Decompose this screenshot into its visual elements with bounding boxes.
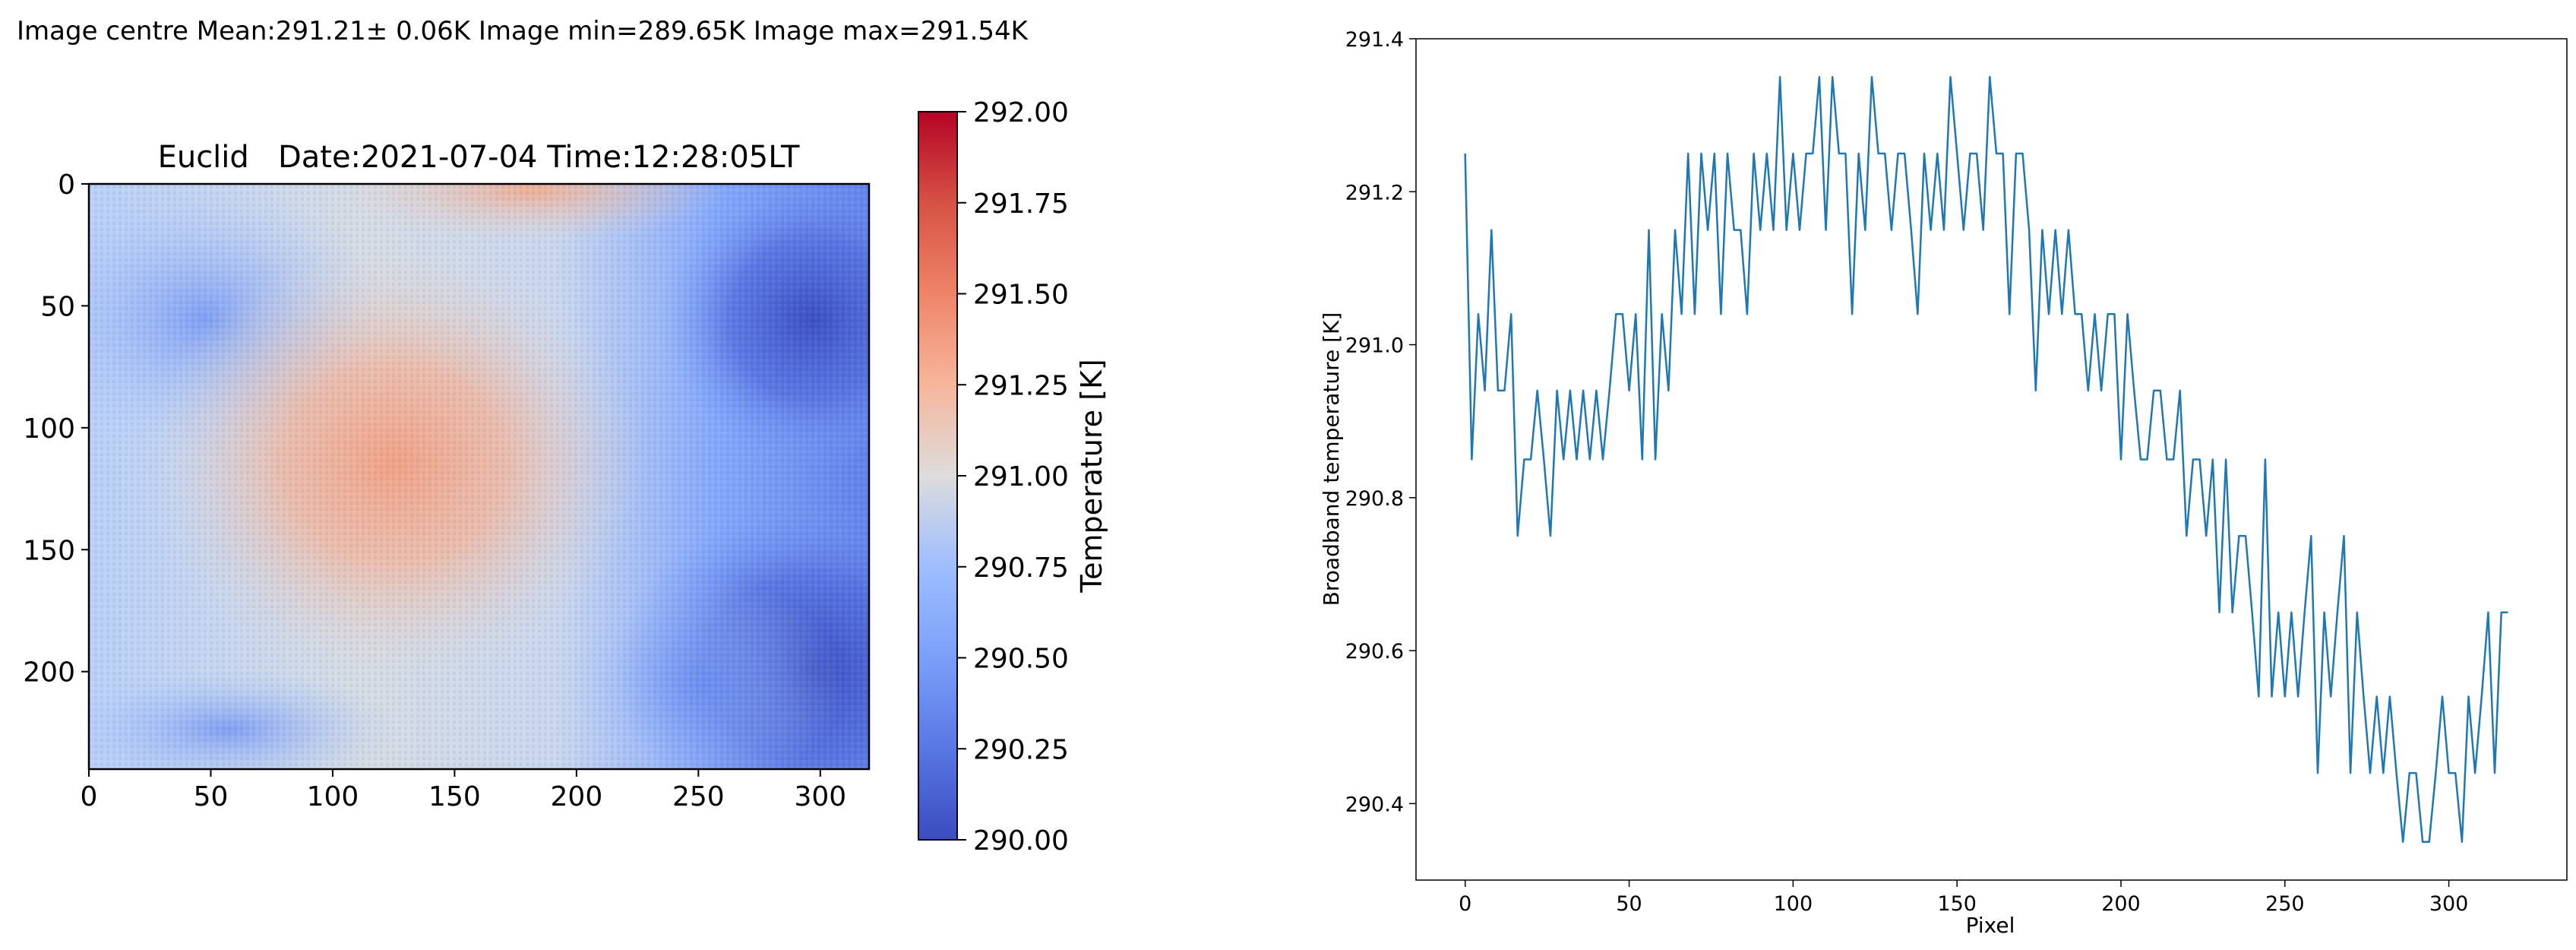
line-x-tick-label: 250 [2265, 892, 2305, 916]
line-y-ticks: 290.4 290.6 290.8 291.0 291.2 291.4 [1345, 28, 1416, 816]
colorbar-tick-label: 290.25 [973, 734, 1069, 765]
line-x-tick-label: 0 [1459, 892, 1471, 916]
line-y-tick-label: 291.2 [1345, 181, 1404, 204]
colorbar-tick-label: 292.00 [973, 97, 1069, 128]
line-plot-area [1415, 38, 2568, 881]
line-x-label: Pixel [1966, 913, 2015, 938]
heatmap-x-tick-label: 150 [428, 781, 481, 812]
heatmap-y-tick-label: 150 [23, 535, 75, 566]
colorbar-tick-label: 290.50 [973, 644, 1069, 675]
line-x-tick-label: 50 [1616, 892, 1642, 916]
line-y-tick-label: 291.4 [1345, 28, 1404, 52]
colorbar-label: Temperature [K] [1075, 359, 1108, 593]
heatmap-y-tick-label: 0 [58, 169, 75, 201]
colorbar-tick-label: 290.00 [973, 825, 1069, 857]
colorbar-tick-label: 291.50 [973, 280, 1069, 311]
colorbar-tick-label: 291.00 [973, 461, 1069, 492]
line-x-tick-label: 100 [1774, 892, 1813, 916]
heatmap-x-tick-label: 250 [672, 781, 725, 812]
heatmap-x-tick-label: 0 [81, 781, 98, 812]
line-x-tick-label: 300 [2429, 892, 2469, 916]
heatmap-x-tick-label: 200 [551, 781, 603, 812]
line-y-tick-label: 290.4 [1345, 793, 1404, 816]
line-x-ticks: 0 50 100 150 200 250 300 [1459, 880, 2468, 916]
colorbar-tick-label: 291.25 [973, 370, 1069, 401]
heatmap-x-tick-label: 100 [307, 781, 359, 812]
line-x-tick-label: 150 [1937, 892, 1977, 916]
image-stats-header: Image centre Mean:291.21± 0.06K Image mi… [17, 16, 1029, 46]
line-y-tick-label: 290.8 [1345, 487, 1404, 511]
heatmap-title: Euclid Date:2021-07-04 Time:12:28:05LT [158, 140, 800, 175]
heatmap-frame [87, 182, 871, 771]
heatmap-image [89, 184, 869, 769]
line-y-tick-label: 291.0 [1345, 334, 1404, 358]
heatmap-x-tick-label: 50 [194, 781, 229, 812]
heatmap-y-ticks: 0 50 100 150 200 [23, 169, 89, 689]
heatmap-x-tick-label: 300 [794, 781, 846, 812]
colorbar-ticks: 290.00 290.25 290.50 290.75 291.00 291.25 291.… [957, 97, 1069, 857]
heatmap-y-tick-label: 100 [23, 413, 75, 445]
colorbar-tick-label: 291.75 [973, 188, 1069, 220]
colorbar-tick-label: 290.75 [973, 553, 1069, 584]
line-x-tick-label: 200 [2101, 892, 2141, 916]
colorbar [918, 111, 958, 841]
line-y-label: Broadband temperature [K] [1319, 312, 1344, 606]
line-y-tick-label: 290.6 [1345, 640, 1404, 663]
heatmap-x-ticks: 0 50 100 150 200 250 300 [81, 769, 846, 812]
heatmap-y-tick-label: 200 [23, 657, 75, 689]
line-series-temperature [1464, 76, 2508, 843]
heatmap-y-tick-label: 50 [40, 291, 75, 322]
